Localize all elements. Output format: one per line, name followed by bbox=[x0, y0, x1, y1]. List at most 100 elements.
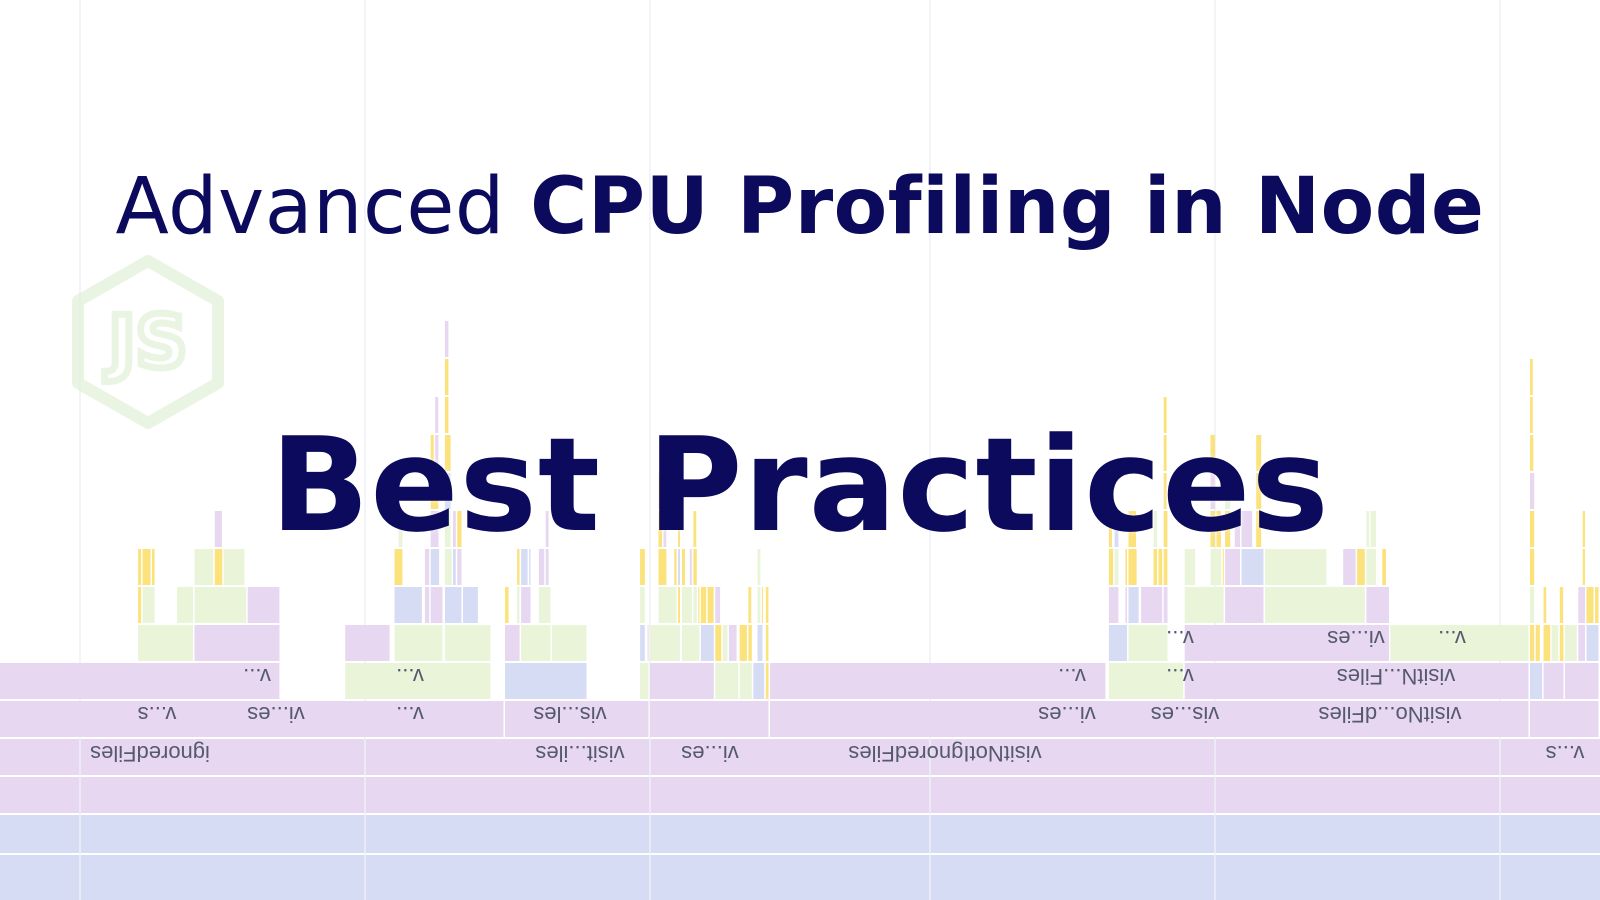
flame-frame bbox=[678, 549, 680, 585]
flame-frame bbox=[345, 663, 491, 699]
title-line-1: Advanced CPU Profiling in Node bbox=[0, 168, 1600, 246]
flame-frame bbox=[707, 587, 714, 623]
flame-frame bbox=[1163, 511, 1168, 547]
flame-frame bbox=[444, 549, 452, 585]
flame-frame bbox=[1530, 701, 1599, 737]
flame-frame bbox=[715, 625, 722, 661]
flame-frame bbox=[398, 511, 403, 547]
flame-frame bbox=[194, 625, 280, 661]
flame-frame bbox=[748, 625, 752, 661]
flame-frame bbox=[538, 549, 545, 585]
flame-frame bbox=[1108, 625, 1127, 661]
flame-frame bbox=[765, 663, 769, 699]
flame-frame bbox=[1559, 587, 1564, 623]
flame-frame bbox=[663, 511, 667, 547]
flame-frame bbox=[748, 587, 752, 623]
flame-frame bbox=[640, 625, 645, 661]
flame-frame bbox=[1366, 549, 1376, 585]
flame-frame bbox=[424, 587, 430, 623]
flame-row-main bbox=[0, 739, 1600, 775]
flame-frame bbox=[529, 549, 531, 585]
flame-frame bbox=[1222, 549, 1224, 585]
flame-frame bbox=[0, 663, 280, 699]
flame-frame bbox=[658, 511, 663, 547]
flame-frame bbox=[214, 549, 223, 585]
flame-frame bbox=[698, 587, 700, 623]
flame-frame bbox=[765, 625, 769, 661]
title-light-part: Advanced bbox=[115, 162, 505, 252]
flame-row-base-1 bbox=[0, 855, 1600, 900]
flame-frame bbox=[1163, 397, 1167, 433]
flame-frame bbox=[739, 625, 747, 661]
flame-labels: ignoredFiles visit...iles vi...es visitN… bbox=[90, 626, 1584, 766]
frame-label: vi...es bbox=[1327, 626, 1384, 651]
frame-label: vis...es bbox=[1151, 702, 1219, 727]
flame-frame bbox=[1543, 625, 1551, 661]
title-bold-part: CPU Profiling in Node bbox=[530, 162, 1485, 252]
flame-frame bbox=[682, 625, 700, 661]
flame-frame bbox=[545, 511, 549, 547]
flame-frame bbox=[1595, 587, 1599, 623]
flame-frame bbox=[538, 587, 551, 623]
flame-frame bbox=[138, 625, 193, 661]
flame-frame bbox=[640, 549, 645, 585]
flame-frame bbox=[1184, 663, 1529, 699]
flame-frame bbox=[1108, 663, 1184, 699]
flame-frame bbox=[1141, 587, 1163, 623]
flame-frame bbox=[674, 549, 677, 585]
flame-frame bbox=[682, 549, 685, 585]
flame-frame bbox=[444, 321, 449, 357]
flame-frame bbox=[0, 701, 504, 737]
flame-frame bbox=[505, 701, 649, 737]
flame-frame bbox=[1530, 435, 1534, 471]
flame-frame bbox=[430, 549, 440, 585]
flame-frame bbox=[444, 625, 491, 661]
flame-frame bbox=[1114, 511, 1119, 547]
flame-frame bbox=[757, 587, 761, 623]
flame-frame bbox=[430, 473, 439, 509]
frame-label: vi...es bbox=[681, 741, 738, 766]
frame-label: ignoredFiles bbox=[90, 741, 210, 766]
flame-frame bbox=[551, 625, 587, 661]
flame-frame bbox=[1163, 473, 1167, 509]
flame-frame bbox=[1225, 549, 1240, 585]
frame-label: v...s bbox=[138, 702, 177, 727]
flame-frame bbox=[650, 663, 714, 699]
flame-frame bbox=[1128, 549, 1137, 585]
flame-frame bbox=[1163, 435, 1167, 471]
flame-frame bbox=[1256, 473, 1262, 509]
flame-frame bbox=[640, 587, 645, 623]
flame-frame bbox=[663, 473, 667, 509]
flame-frame bbox=[1184, 625, 1389, 661]
flame-frame bbox=[1382, 549, 1386, 585]
flame-frame bbox=[457, 511, 462, 547]
flame-frame bbox=[770, 663, 1106, 699]
flame-frame bbox=[640, 663, 649, 699]
flame-frame bbox=[517, 587, 520, 623]
flame-frame bbox=[658, 549, 667, 585]
flame-frame bbox=[1586, 625, 1599, 661]
frame-label: v... bbox=[243, 664, 271, 689]
flame-frame bbox=[1210, 549, 1222, 585]
flame-frame bbox=[739, 663, 752, 699]
flame-frame bbox=[430, 511, 439, 547]
flame-frame bbox=[194, 549, 214, 585]
flame-frame bbox=[1158, 549, 1163, 585]
flame-frame bbox=[457, 549, 462, 585]
flame-frame bbox=[1530, 397, 1533, 433]
flame-frame bbox=[715, 587, 721, 623]
flame-frame bbox=[663, 435, 666, 471]
title-line-2: Best Practices bbox=[270, 409, 1330, 561]
flame-frame bbox=[1114, 549, 1119, 585]
flame-frame bbox=[1225, 473, 1231, 509]
flame-frame bbox=[394, 587, 422, 623]
flame-frame bbox=[1578, 587, 1585, 623]
flame-frame bbox=[1535, 625, 1540, 661]
flame-frame bbox=[1564, 625, 1577, 661]
flame-frame bbox=[1234, 511, 1240, 547]
nodejs-hexagon-logo-icon: JS bbox=[68, 255, 228, 430]
frame-label: visit...iles bbox=[535, 741, 624, 766]
flame-frame bbox=[1390, 625, 1529, 661]
